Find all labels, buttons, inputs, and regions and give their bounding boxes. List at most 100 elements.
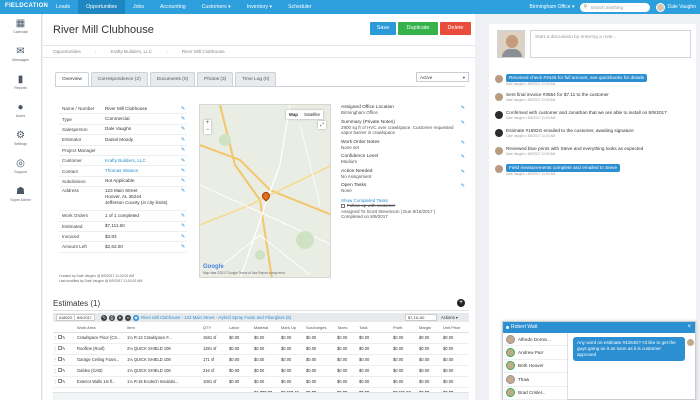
edit-icon[interactable]: ✎ xyxy=(460,183,465,189)
drag-handle-icon[interactable]: ⋮ xyxy=(53,379,59,384)
tab-documents[interactable]: Documents (0) xyxy=(149,72,196,86)
edit-icon[interactable]: ✎ xyxy=(181,233,186,240)
task-checkbox[interactable] xyxy=(341,203,345,208)
drag-handle-icon[interactable]: ⋮ xyxy=(53,335,59,340)
chat-contact[interactable]: Beth Hoover xyxy=(503,360,567,374)
map-view-button[interactable]: Map xyxy=(289,112,298,117)
fullscreen-icon[interactable]: ⤢ xyxy=(318,121,326,129)
edit-icon[interactable]: ✎ xyxy=(181,136,186,143)
chat-contact[interactable]: Andrew Parr xyxy=(503,346,567,360)
nav-item-4[interactable]: Customers ▾ xyxy=(201,4,231,10)
edit-icon[interactable]: ✎ xyxy=(460,154,465,160)
edit-icon[interactable]: ✎ xyxy=(181,223,186,230)
edit-icon[interactable]: ✎ xyxy=(181,212,186,219)
chevron-down-icon: ▾ xyxy=(462,75,465,80)
drag-handle-icon[interactable]: ⋮ xyxy=(53,346,59,351)
edit-icon[interactable]: ✎ xyxy=(181,168,186,175)
print-icon[interactable]: ⎙ xyxy=(109,314,115,321)
sidebar-item-calendar[interactable]: ▦ Calendar xyxy=(0,14,41,42)
status-select[interactable]: Active ▾ xyxy=(416,72,469,82)
app-logo[interactable]: FIELDCATION xyxy=(5,3,49,9)
edit-icon[interactable]: ✎ xyxy=(62,346,67,351)
breadcrumb-customer[interactable]: Krafty Builders, LLC xyxy=(110,49,153,54)
edit-icon[interactable]: ✎ xyxy=(101,314,107,321)
tab-photos[interactable]: Photos (3) xyxy=(197,72,234,86)
location-map[interactable]: Map Satellite + − ⤢ Google Map data ©201… xyxy=(199,104,331,278)
edit-icon[interactable]: ✎ xyxy=(460,139,465,146)
table-cell: $0.00 xyxy=(281,343,306,355)
sidebar-item-messages[interactable]: ✉ Messages xyxy=(0,42,41,70)
drag-handle-icon[interactable]: ⋮ xyxy=(53,368,59,373)
show-completed-tasks-link[interactable]: Show Completed Tasks xyxy=(341,197,388,203)
info-label: Address xyxy=(62,188,79,194)
detail-value: None set xyxy=(341,144,360,150)
edit-icon[interactable]: ✎ xyxy=(181,105,186,112)
sidebar-item-super-admin[interactable]: ☗ Super Admin xyxy=(0,182,41,210)
estimate-actions-menu[interactable]: Actions ▾ xyxy=(441,315,458,320)
delete-button[interactable]: Delete xyxy=(440,22,471,35)
edit-icon[interactable]: ✎ xyxy=(181,126,186,133)
edit-icon[interactable]: ✎ xyxy=(62,335,67,340)
info-value[interactable]: Thomas Watson xyxy=(105,168,139,174)
nav-item-3[interactable]: Accounting xyxy=(159,4,186,10)
duplicate-button[interactable]: Duplicate xyxy=(398,22,438,35)
office-location-selector[interactable]: Birmingham Office ▾ xyxy=(529,4,575,10)
chat-header[interactable]: Robert Watt × xyxy=(503,322,695,333)
link-icon[interactable]: ∞ xyxy=(125,314,131,321)
row-checkbox[interactable] xyxy=(58,379,63,383)
search-input[interactable]: ⚲ Search anything xyxy=(580,2,651,12)
edit-icon[interactable]: ✎ xyxy=(181,116,186,123)
nav-item-5[interactable]: Inventory ▾ xyxy=(246,4,273,10)
drag-handle-icon[interactable]: ⋮ xyxy=(53,357,59,362)
breadcrumb-opportunities[interactable]: Opportunities xyxy=(53,49,81,54)
estimate-link[interactable]: River Mill Clubhouse - 123 Main Street -… xyxy=(141,315,292,320)
task-assignment: Assigned To Scott Stevenson | Due 8/16/2… xyxy=(341,208,436,214)
edit-icon[interactable]: ✎ xyxy=(460,168,465,175)
info-value[interactable]: Krafty Builders, LLC xyxy=(105,157,146,163)
info-row: Work Orders 1 of 1 completed ✎ xyxy=(59,211,187,222)
sidebar-item-settings[interactable]: ⚙ Settings xyxy=(0,126,41,154)
tab-time-log[interactable]: Time Log (0) xyxy=(235,72,277,86)
left-sidebar: ▦ Calendar ✉ Messages ▮ Reports ● Users ⚙ Setting… xyxy=(0,14,42,400)
sidebar-item-support[interactable]: ◎ Support xyxy=(0,154,41,182)
zoom-out-button[interactable]: − xyxy=(205,127,210,133)
edit-icon[interactable]: ✎ xyxy=(460,119,465,126)
map-attribution[interactable]: Map data ©2017 Google Terms of Use Repor… xyxy=(203,271,286,275)
edit-icon[interactable]: ✎ xyxy=(62,379,67,384)
sidebar-item-reports[interactable]: ▮ Reports xyxy=(0,70,41,98)
nav-item-1[interactable]: Opportunities xyxy=(78,0,125,14)
edit-icon[interactable]: ✎ xyxy=(181,178,186,185)
edit-icon[interactable]: ✎ xyxy=(181,243,186,250)
zoom-in-button[interactable]: + xyxy=(205,120,210,126)
sidebar-item-users[interactable]: ● Users xyxy=(0,98,41,126)
send-icon[interactable]: ➤ xyxy=(117,314,123,321)
tab-correspondence[interactable]: Correspondence (2) xyxy=(91,72,148,86)
edit-icon[interactable]: ✎ xyxy=(62,357,67,362)
discussion-input[interactable]: Start a discussion by entering a note... xyxy=(530,30,691,58)
completed-task[interactable]: Follow up with customer xyxy=(341,203,465,209)
satellite-view-button[interactable]: Satellite xyxy=(304,112,321,117)
nav-item-6[interactable]: Scheduler xyxy=(288,4,312,10)
edit-icon[interactable]: ✎ xyxy=(460,105,465,111)
close-icon[interactable]: × xyxy=(687,324,691,330)
edit-icon[interactable]: ✎ xyxy=(181,188,186,195)
row-checkbox[interactable] xyxy=(58,368,63,372)
row-checkbox[interactable] xyxy=(58,346,63,350)
edit-icon[interactable]: ✎ xyxy=(181,147,186,154)
row-actions: ⋮ ✎ xyxy=(53,343,77,355)
row-checkbox[interactable] xyxy=(58,335,63,339)
view-icon[interactable]: ◉ xyxy=(133,314,139,321)
add-estimate-icon[interactable]: + xyxy=(457,299,465,307)
edit-icon[interactable]: ✎ xyxy=(181,157,186,164)
edit-icon[interactable]: ✎ xyxy=(62,368,67,373)
chat-contact[interactable]: Brad Crisler... xyxy=(503,387,567,400)
save-button[interactable]: Save xyxy=(370,22,396,35)
chat-contact[interactable]: Alfredo Domin... xyxy=(503,333,567,347)
tab-overview[interactable]: Overview xyxy=(55,72,89,86)
user-menu[interactable]: Dale Vaughn xyxy=(656,2,696,12)
nav-item-0[interactable]: Leads xyxy=(56,4,71,10)
info-label: Work Orders xyxy=(62,213,88,219)
nav-item-2[interactable]: Jobs xyxy=(133,4,144,10)
row-checkbox[interactable] xyxy=(58,357,63,361)
chat-contact[interactable]: Thaw xyxy=(503,373,567,387)
